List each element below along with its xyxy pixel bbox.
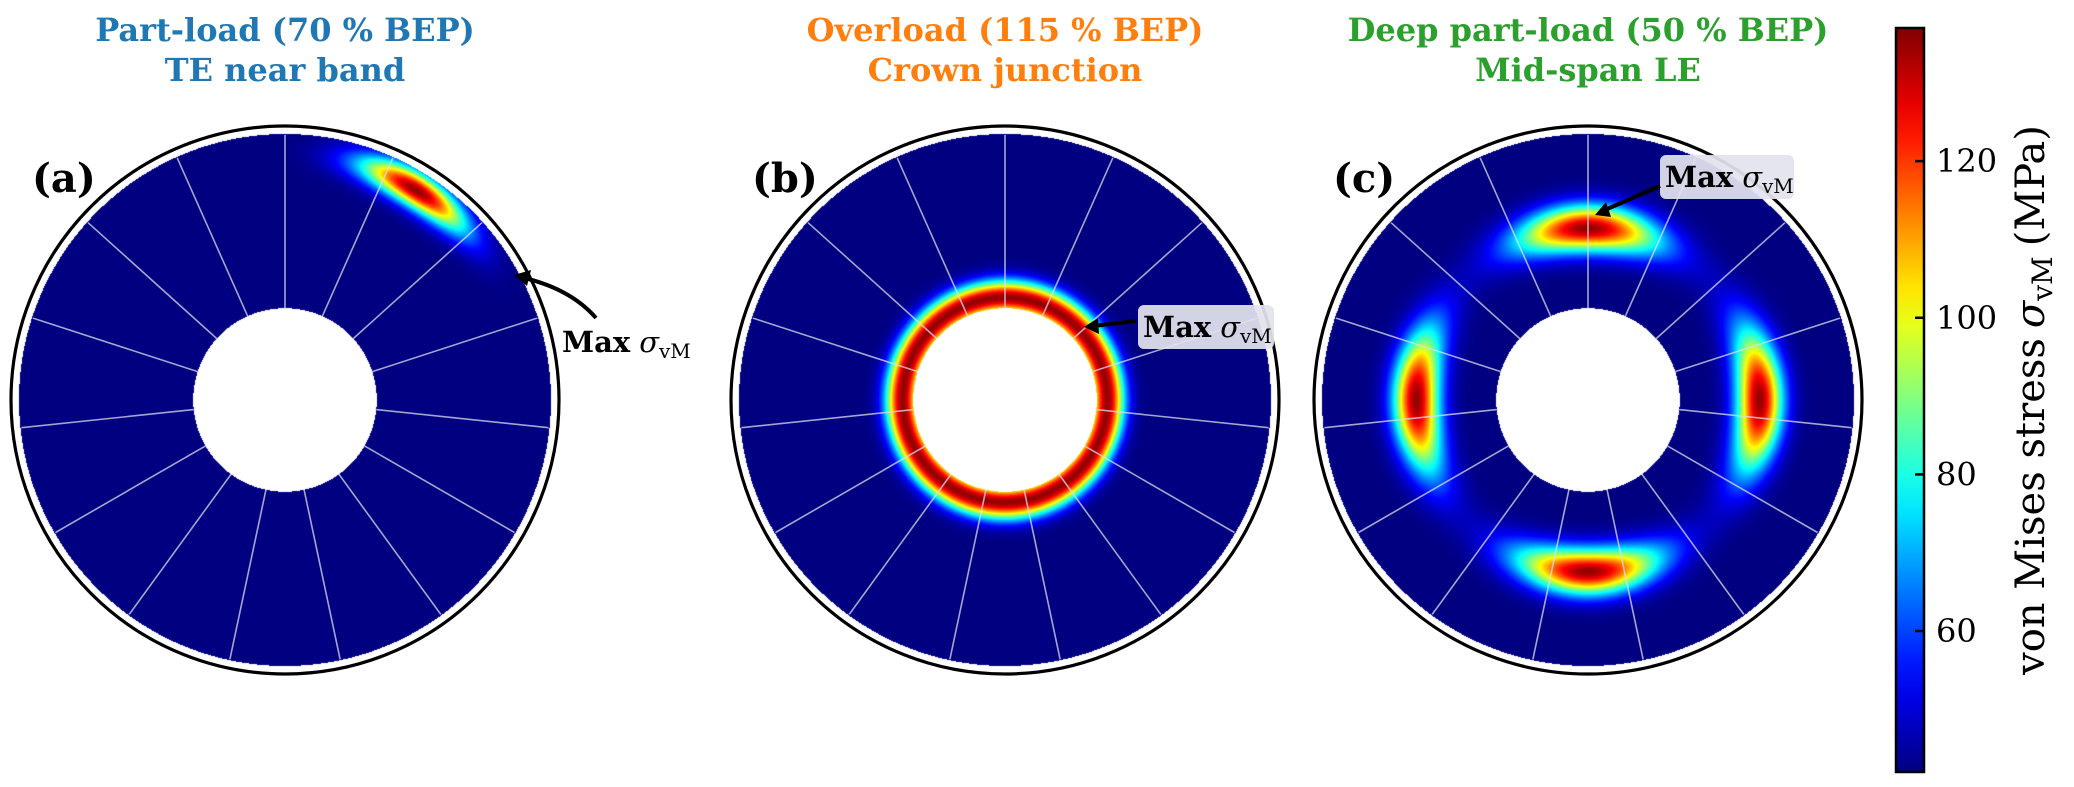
blade-line xyxy=(1041,157,1114,317)
blade-line xyxy=(1390,222,1521,340)
blade-line xyxy=(1058,473,1162,615)
blade-line xyxy=(1072,222,1203,340)
colorbar-ticks: 60 80 100 120 xyxy=(1915,142,1997,650)
panel-b-annotation-box xyxy=(1138,305,1274,349)
blade-line xyxy=(1606,489,1644,660)
panel-c-annotation-text: Max σvM xyxy=(1665,160,1794,198)
annotation-bold: Max xyxy=(1143,310,1212,344)
panel-a-label: (a) xyxy=(32,155,96,202)
panel-c-annotation-arrow xyxy=(1604,184,1661,212)
blade-line xyxy=(1479,157,1552,317)
blade-line xyxy=(896,157,969,317)
panel-b-annotation-text: Max σvM xyxy=(1143,310,1272,348)
colorbar-gradient xyxy=(1896,28,1924,772)
blade-line xyxy=(376,408,549,429)
colorbar-label-sub: vM xyxy=(2026,256,2059,302)
annotation-symbol: σ xyxy=(639,325,660,359)
annotation-bold: Max xyxy=(1665,160,1734,194)
shroud-rim xyxy=(734,129,1276,671)
panel-a-annotation-arrowhead xyxy=(514,270,531,286)
blade-line xyxy=(1667,445,1818,534)
colorbar-frame xyxy=(1894,26,1926,774)
blade-line xyxy=(32,317,198,373)
panel-c-annotation-arrowhead xyxy=(1595,202,1611,217)
blade-line xyxy=(741,408,914,429)
shroud-rim xyxy=(9,124,561,676)
blade-line xyxy=(1358,445,1509,534)
panel-a-annotation-text: Max σvM xyxy=(562,325,691,363)
panel-b-title-line1: Overload (115 % BEP) xyxy=(807,11,1204,49)
panel-b-title-line2: Crown junction xyxy=(868,51,1143,89)
shroud-rim xyxy=(14,129,556,671)
colorbar-tick-label: 60 xyxy=(1936,612,1977,650)
colorbar-label-symbol: σ xyxy=(2008,299,2054,328)
panel-a-disk xyxy=(9,124,561,676)
colorbar-label-prefix: von Mises stress xyxy=(2008,338,2054,676)
blade-line xyxy=(176,157,249,317)
panel-a-title-line1: Part-load (70 % BEP) xyxy=(95,11,475,49)
panel-b-annotation-arrow xyxy=(1092,319,1137,328)
panel-a-annotation-arrow xyxy=(519,275,598,320)
blade-line xyxy=(1324,408,1497,429)
blade-line xyxy=(229,489,267,660)
blade-line xyxy=(1675,317,1841,373)
blade-line xyxy=(1532,489,1570,660)
colorbar: 60 80 100 120 von Mises stress σvM (MPa) xyxy=(1894,26,2059,774)
blade-line xyxy=(1335,317,1501,373)
panel-a-title-line2: TE near band xyxy=(165,51,405,89)
colorbar-tick-label: 80 xyxy=(1936,455,1977,493)
blade-line xyxy=(1679,408,1852,429)
shroud-rim xyxy=(1317,129,1859,671)
blade-line xyxy=(949,489,987,660)
blade-line xyxy=(848,473,952,615)
panel-c-title-line2: Mid-span LE xyxy=(1475,51,1701,89)
panel-b-max-annotation: Max σvM xyxy=(1084,305,1274,349)
blade-line xyxy=(1641,473,1745,615)
panel-a-title: Part-load (70 % BEP) TE near band xyxy=(95,11,475,89)
panel-b-disk xyxy=(729,124,1281,676)
blade-line xyxy=(87,222,218,340)
blade-line xyxy=(775,445,926,534)
shroud-rim xyxy=(729,124,1281,676)
blade-line xyxy=(352,222,483,340)
shroud-rim xyxy=(1312,124,1864,676)
colorbar-label: von Mises stress σvM (MPa) xyxy=(2008,125,2059,676)
blade-line xyxy=(303,489,341,660)
blade-line xyxy=(128,473,232,615)
annotation-symbol: σ xyxy=(1220,310,1241,344)
panel-c-title-line1: Deep part-load (50 % BEP) xyxy=(1348,11,1829,49)
panel-c-max-annotation: Max σvM xyxy=(1595,155,1794,217)
annotation-sub: vM xyxy=(658,339,691,363)
colorbar-tick-label: 120 xyxy=(1936,142,1997,180)
blade-line xyxy=(752,317,918,373)
blade-line xyxy=(21,408,194,429)
blade-line xyxy=(338,473,442,615)
panel-c-annotation-box xyxy=(1660,155,1794,199)
annotation-sub: vM xyxy=(1761,174,1794,198)
annotation-symbol: σ xyxy=(1742,160,1763,194)
panel-a-max-annotation: Max σvM xyxy=(514,270,691,363)
panel-c-title: Deep part-load (50 % BEP) Mid-span LE xyxy=(1348,11,1829,89)
blade-line xyxy=(321,157,394,317)
blade-line xyxy=(1023,489,1061,660)
panel-b-title: Overload (115 % BEP) Crown junction xyxy=(807,11,1204,89)
blade-line xyxy=(364,445,515,534)
blade-line xyxy=(372,317,538,373)
colorbar-label-unit: (MPa) xyxy=(2008,125,2054,246)
blade-line xyxy=(1096,408,1269,429)
colorbar-tick-label: 100 xyxy=(1936,299,1997,337)
blade-line xyxy=(55,445,206,534)
panel-c-label: (c) xyxy=(1333,155,1395,202)
panel-b-annotation-arrowhead xyxy=(1084,318,1099,334)
panel-b-label: (b) xyxy=(752,155,818,202)
panel-c-disk xyxy=(1312,124,1864,676)
annotation-sub: vM xyxy=(1239,324,1272,348)
blade-line xyxy=(1084,445,1235,534)
blade-line xyxy=(1655,222,1786,340)
annotation-bold: Max xyxy=(562,325,631,359)
blade-line xyxy=(807,222,938,340)
blade-line xyxy=(1431,473,1535,615)
